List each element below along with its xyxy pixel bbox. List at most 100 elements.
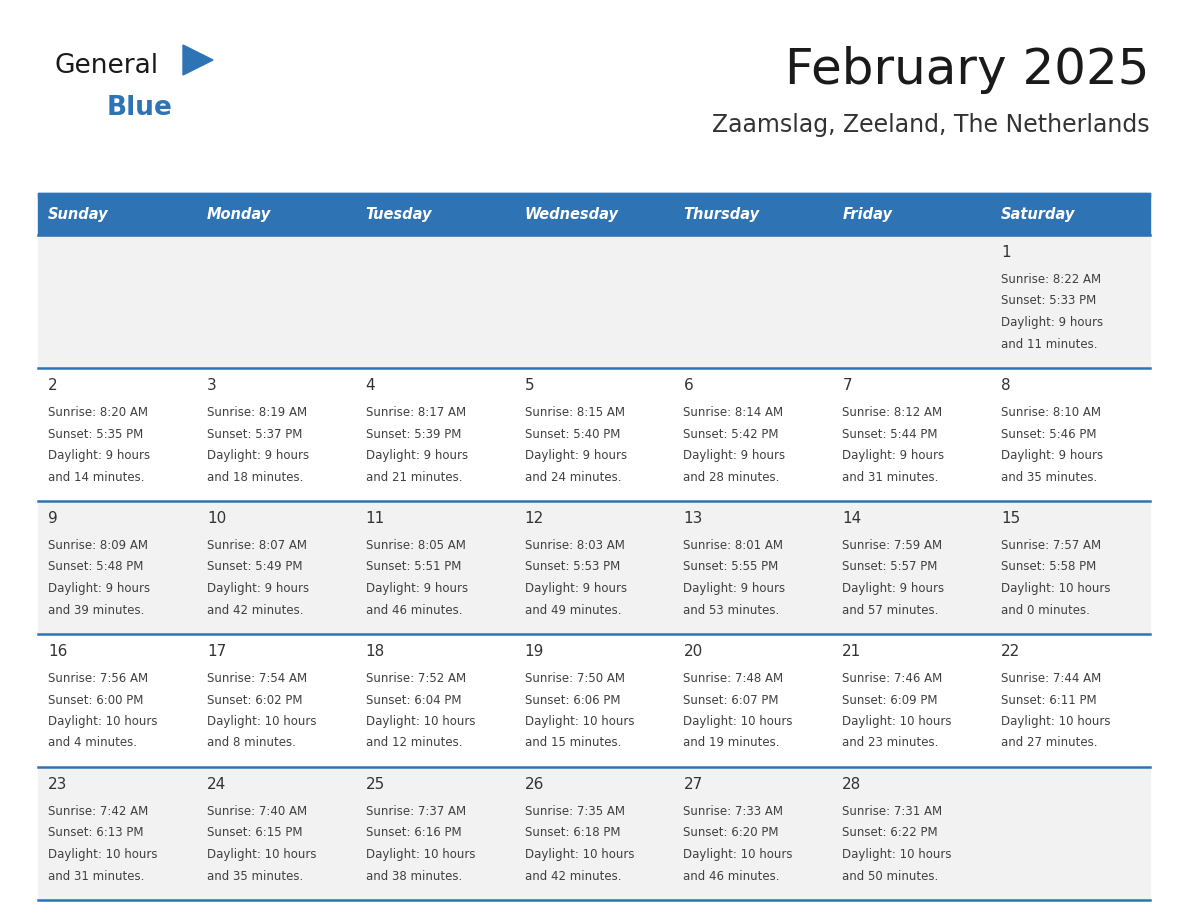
Text: 18: 18 xyxy=(366,644,385,659)
Text: Daylight: 10 hours: Daylight: 10 hours xyxy=(48,848,158,861)
Text: Sunrise: 8:17 AM: Sunrise: 8:17 AM xyxy=(366,406,466,419)
Text: Sunrise: 7:35 AM: Sunrise: 7:35 AM xyxy=(525,805,625,818)
Text: Sunrise: 7:33 AM: Sunrise: 7:33 AM xyxy=(683,805,783,818)
Text: Sunset: 6:00 PM: Sunset: 6:00 PM xyxy=(48,693,144,707)
Text: 17: 17 xyxy=(207,644,226,659)
Text: Sunset: 6:15 PM: Sunset: 6:15 PM xyxy=(207,826,303,839)
Text: Daylight: 9 hours: Daylight: 9 hours xyxy=(48,582,150,595)
Bar xyxy=(514,501,674,634)
Text: 13: 13 xyxy=(683,511,703,526)
Bar xyxy=(197,235,355,368)
Text: Sunset: 6:04 PM: Sunset: 6:04 PM xyxy=(366,693,461,707)
Text: 20: 20 xyxy=(683,644,702,659)
Text: Sunrise: 8:01 AM: Sunrise: 8:01 AM xyxy=(683,539,783,552)
Text: Sunset: 5:42 PM: Sunset: 5:42 PM xyxy=(683,428,779,441)
Bar xyxy=(991,634,1150,767)
Text: Sunset: 5:37 PM: Sunset: 5:37 PM xyxy=(207,428,302,441)
Text: Sunrise: 7:52 AM: Sunrise: 7:52 AM xyxy=(366,672,466,685)
Text: Daylight: 10 hours: Daylight: 10 hours xyxy=(525,848,634,861)
Text: Sunrise: 7:48 AM: Sunrise: 7:48 AM xyxy=(683,672,784,685)
Text: Sunset: 5:33 PM: Sunset: 5:33 PM xyxy=(1001,295,1097,308)
Text: 23: 23 xyxy=(48,777,68,792)
Bar xyxy=(355,368,514,501)
Text: Daylight: 10 hours: Daylight: 10 hours xyxy=(842,848,952,861)
Text: Sunset: 5:48 PM: Sunset: 5:48 PM xyxy=(48,561,144,574)
Text: 25: 25 xyxy=(366,777,385,792)
Bar xyxy=(355,193,514,235)
Text: Daylight: 10 hours: Daylight: 10 hours xyxy=(207,715,316,728)
Bar xyxy=(355,767,514,900)
Text: General: General xyxy=(55,53,159,79)
Text: Sunset: 5:49 PM: Sunset: 5:49 PM xyxy=(207,561,303,574)
Text: and 8 minutes.: and 8 minutes. xyxy=(207,736,296,749)
Text: Daylight: 9 hours: Daylight: 9 hours xyxy=(842,449,944,462)
Text: Sunset: 6:11 PM: Sunset: 6:11 PM xyxy=(1001,693,1097,707)
Bar xyxy=(833,235,991,368)
Text: Wednesday: Wednesday xyxy=(525,207,619,221)
Bar xyxy=(355,235,514,368)
Text: and 31 minutes.: and 31 minutes. xyxy=(48,869,145,882)
Text: Sunrise: 8:03 AM: Sunrise: 8:03 AM xyxy=(525,539,625,552)
Bar xyxy=(674,235,833,368)
Text: and 39 minutes.: and 39 minutes. xyxy=(48,603,145,617)
Text: and 21 minutes.: and 21 minutes. xyxy=(366,471,462,484)
Text: Sunset: 6:02 PM: Sunset: 6:02 PM xyxy=(207,693,303,707)
Text: and 18 minutes.: and 18 minutes. xyxy=(207,471,303,484)
Text: Sunrise: 7:40 AM: Sunrise: 7:40 AM xyxy=(207,805,307,818)
Bar xyxy=(833,193,991,235)
Polygon shape xyxy=(183,45,213,75)
Text: Sunrise: 8:19 AM: Sunrise: 8:19 AM xyxy=(207,406,307,419)
Text: Sunset: 6:13 PM: Sunset: 6:13 PM xyxy=(48,826,144,839)
Text: and 42 minutes.: and 42 minutes. xyxy=(207,603,303,617)
Text: Sunset: 6:18 PM: Sunset: 6:18 PM xyxy=(525,826,620,839)
Text: Sunset: 6:06 PM: Sunset: 6:06 PM xyxy=(525,693,620,707)
Text: 8: 8 xyxy=(1001,378,1011,393)
Text: Daylight: 9 hours: Daylight: 9 hours xyxy=(366,582,468,595)
Bar xyxy=(514,235,674,368)
Bar xyxy=(514,368,674,501)
Text: Sunrise: 7:57 AM: Sunrise: 7:57 AM xyxy=(1001,539,1101,552)
Bar xyxy=(38,193,197,235)
Text: Sunrise: 7:59 AM: Sunrise: 7:59 AM xyxy=(842,539,942,552)
Text: Sunset: 6:09 PM: Sunset: 6:09 PM xyxy=(842,693,937,707)
Text: 14: 14 xyxy=(842,511,861,526)
Text: and 28 minutes.: and 28 minutes. xyxy=(683,471,779,484)
Text: 6: 6 xyxy=(683,378,693,393)
Text: and 12 minutes.: and 12 minutes. xyxy=(366,736,462,749)
Bar xyxy=(514,634,674,767)
Bar xyxy=(833,634,991,767)
Bar xyxy=(991,193,1150,235)
Text: Sunrise: 7:46 AM: Sunrise: 7:46 AM xyxy=(842,672,942,685)
Text: Daylight: 10 hours: Daylight: 10 hours xyxy=(1001,715,1111,728)
Text: Sunday: Sunday xyxy=(48,207,108,221)
Text: Sunset: 5:40 PM: Sunset: 5:40 PM xyxy=(525,428,620,441)
Text: Daylight: 9 hours: Daylight: 9 hours xyxy=(207,582,309,595)
Text: and 46 minutes.: and 46 minutes. xyxy=(683,869,781,882)
Bar xyxy=(991,501,1150,634)
Text: 15: 15 xyxy=(1001,511,1020,526)
Text: Daylight: 9 hours: Daylight: 9 hours xyxy=(683,582,785,595)
Bar xyxy=(991,767,1150,900)
Text: 7: 7 xyxy=(842,378,852,393)
Text: and 53 minutes.: and 53 minutes. xyxy=(683,603,779,617)
Text: Daylight: 9 hours: Daylight: 9 hours xyxy=(1001,316,1104,329)
Text: Daylight: 10 hours: Daylight: 10 hours xyxy=(366,848,475,861)
Text: Sunrise: 7:42 AM: Sunrise: 7:42 AM xyxy=(48,805,148,818)
Bar xyxy=(991,368,1150,501)
Text: Daylight: 9 hours: Daylight: 9 hours xyxy=(207,449,309,462)
Text: 11: 11 xyxy=(366,511,385,526)
Text: and 35 minutes.: and 35 minutes. xyxy=(1001,471,1098,484)
Text: 28: 28 xyxy=(842,777,861,792)
Text: Sunrise: 8:20 AM: Sunrise: 8:20 AM xyxy=(48,406,148,419)
Text: Daylight: 10 hours: Daylight: 10 hours xyxy=(525,715,634,728)
Bar xyxy=(514,767,674,900)
Text: Daylight: 10 hours: Daylight: 10 hours xyxy=(48,715,158,728)
Text: Sunrise: 8:05 AM: Sunrise: 8:05 AM xyxy=(366,539,466,552)
Text: Sunset: 5:57 PM: Sunset: 5:57 PM xyxy=(842,561,937,574)
Text: Daylight: 9 hours: Daylight: 9 hours xyxy=(525,582,627,595)
Text: Blue: Blue xyxy=(107,95,173,121)
Text: 2: 2 xyxy=(48,378,58,393)
Bar xyxy=(197,193,355,235)
Text: Daylight: 10 hours: Daylight: 10 hours xyxy=(842,715,952,728)
Bar xyxy=(38,767,197,900)
